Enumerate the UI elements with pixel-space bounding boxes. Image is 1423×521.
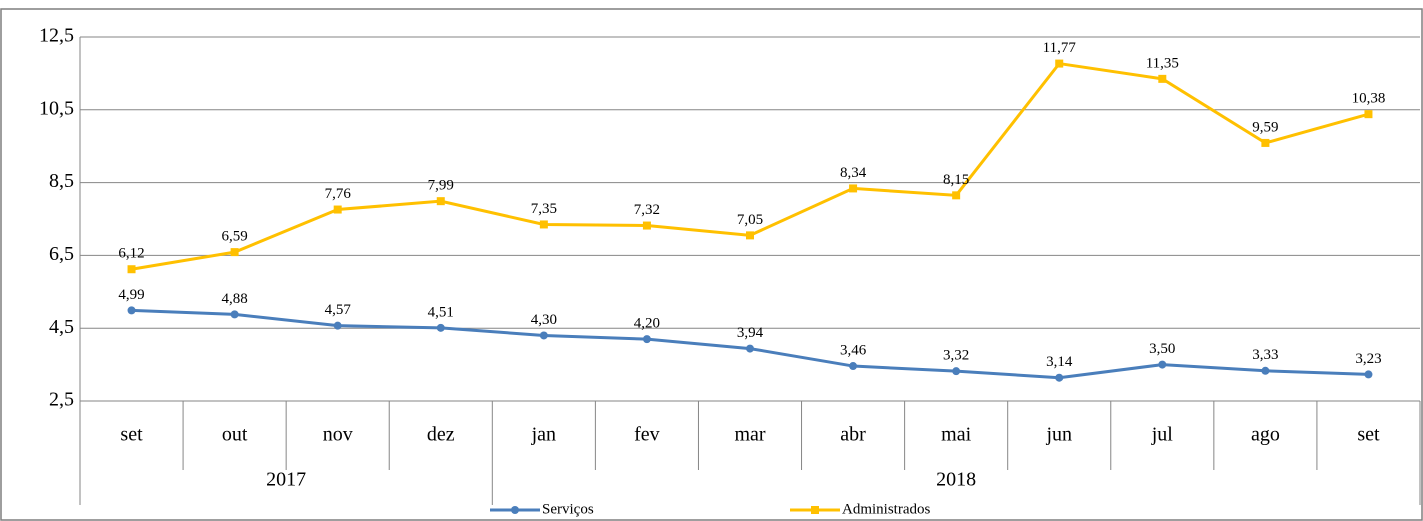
y-tick-label: 4,5 [49,316,74,338]
x-tick-label: set [120,424,143,446]
data-point [539,331,548,340]
data-point [333,321,342,330]
y-tick-label: 8,5 [49,170,74,192]
data-point [952,191,961,200]
data-label: 4,88 [221,291,247,307]
y-tick-label: 10,5 [39,97,74,119]
data-point [1261,366,1270,375]
y-tick-label: 6,5 [49,243,74,265]
data-label: 6,59 [221,229,247,245]
data-point [436,323,445,332]
data-point [849,184,858,193]
data-label: 3,32 [943,348,969,364]
data-point [1158,360,1167,369]
data-label: 6,12 [118,246,144,262]
data-point [1055,373,1064,382]
x-tick-label: jan [531,424,556,446]
data-label: 4,30 [531,312,557,328]
data-label: 9,59 [1252,119,1278,135]
group-label: 2017 [266,469,306,491]
y-tick-label: 12,5 [39,25,74,47]
data-point [230,248,239,257]
data-label: 10,38 [1352,91,1386,107]
data-point [642,221,651,230]
x-tick-label: mai [941,424,971,446]
data-point [642,335,651,344]
x-tick-label: set [1357,424,1380,446]
data-point [1158,74,1167,83]
data-label: 3,33 [1252,347,1278,363]
chart-frame [0,8,1423,521]
legend-label: Administrados [842,501,930,517]
data-label: 3,94 [737,325,764,341]
data-point [539,220,548,229]
x-tick-label: jul [1151,424,1174,446]
data-point [1055,59,1064,68]
data-point [127,265,136,274]
data-label: 4,99 [118,287,144,303]
x-tick-label: abr [840,424,866,446]
data-label: 7,32 [634,202,660,218]
group-label: 2018 [936,469,976,491]
data-label: 4,51 [428,304,454,320]
data-point [1261,138,1270,147]
data-point [849,362,858,371]
series-line [131,308,1369,380]
x-tick-label: mar [734,424,765,446]
x-tick-label: jun [1045,424,1072,446]
data-point [746,231,754,240]
data-point [436,197,445,206]
data-point [333,205,342,214]
data-point [952,367,961,376]
data-point [746,344,754,353]
data-label: 11,35 [1146,55,1179,71]
legend-marker [811,506,819,514]
data-label: 3,50 [1149,341,1175,357]
x-tick-label: ago [1251,424,1280,446]
data-label: 8,15 [943,172,969,188]
x-tick-label: fev [634,424,660,446]
data-label: 4,57 [325,302,352,318]
data-label: 7,76 [325,186,352,202]
data-label: 3,14 [1046,354,1073,370]
legend-label: Serviços [542,501,594,517]
legend-marker [511,506,519,514]
data-label: 3,23 [1355,351,1381,367]
x-tick-label: out [222,424,248,446]
data-point [127,306,136,315]
data-label: 4,20 [634,316,660,332]
y-tick-label: 2,5 [49,389,74,411]
data-label: 11,77 [1043,40,1077,56]
data-label: 7,35 [531,201,557,217]
data-label: 7,05 [737,212,763,228]
x-tick-label: nov [323,424,353,446]
data-point [230,310,239,319]
data-point [1364,110,1373,119]
data-label: 8,34 [840,165,867,181]
x-tick-label: dez [427,424,455,446]
data-label: 7,99 [428,178,454,194]
data-label: 3,46 [840,342,867,358]
data-point [1364,370,1373,379]
